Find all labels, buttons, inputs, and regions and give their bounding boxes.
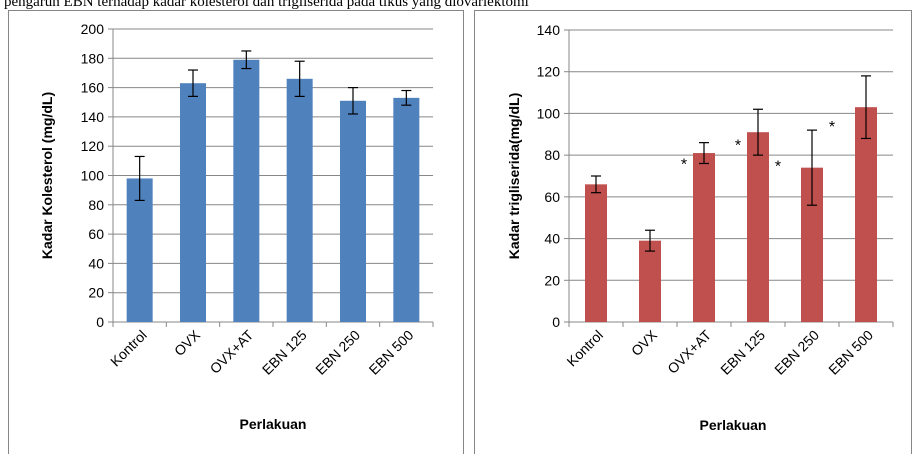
chart2-significance-marker: * [735,138,741,155]
chart1-ytick-label: 0 [96,314,104,330]
chart2-ytick-label: 40 [544,231,560,247]
chart2-ytick-label: 0 [552,314,560,330]
chart1-ytick-label: 180 [81,50,105,66]
chart1-ytick-label: 120 [81,138,105,154]
top-caption-text: pengaruh EBN terhadap kadar kolesterol d… [4,0,529,10]
chart1-ytick-label: 140 [81,109,105,125]
chart1-y-axis-title: Kadar Kolesterol (mg/dL) [39,92,55,259]
chart1-ytick-label: 100 [81,168,105,184]
chart2-bar [747,132,769,322]
chart1-bar [126,178,153,322]
chart2-bar [855,107,877,323]
chart2-ytick-label: 100 [537,105,561,121]
chart1-bar [340,100,366,322]
chart2-significance-marker: * [829,119,835,136]
chart1-ytick-label: 80 [88,197,104,213]
chart1-bar [393,97,420,322]
chart2-ytick-label: 80 [544,147,560,163]
chart2-significance-marker: * [681,156,687,173]
chart1-ytick-label: 40 [88,255,104,271]
chart2-significance-marker: * [775,158,781,175]
chart1-ytick-label: 20 [88,285,104,301]
chart2-ytick-label: 120 [537,64,561,80]
chart1-ytick-label: 60 [88,226,104,242]
chart1-bar [180,83,206,322]
chart2-bar [585,184,607,322]
chart1-ytick-label: 200 [81,21,105,37]
chart2-bar [639,240,661,322]
chart1-bar [233,59,260,322]
chart1-bar [286,78,313,322]
chart2-ytick-label: 60 [544,189,560,205]
chart2-ytick-label: 20 [544,272,560,288]
chart2-bar [693,153,715,322]
chart2-bar [801,167,823,322]
chart2-ytick-label: 140 [537,22,561,38]
chart1-x-axis-title: Perlakuan [240,416,307,432]
chart2-y-axis-title: Kadar trigliserida(mg/dL) [506,93,522,259]
chart1-ytick-label: 160 [81,80,105,96]
chart2-x-axis-title: Perlakuan [700,417,767,433]
